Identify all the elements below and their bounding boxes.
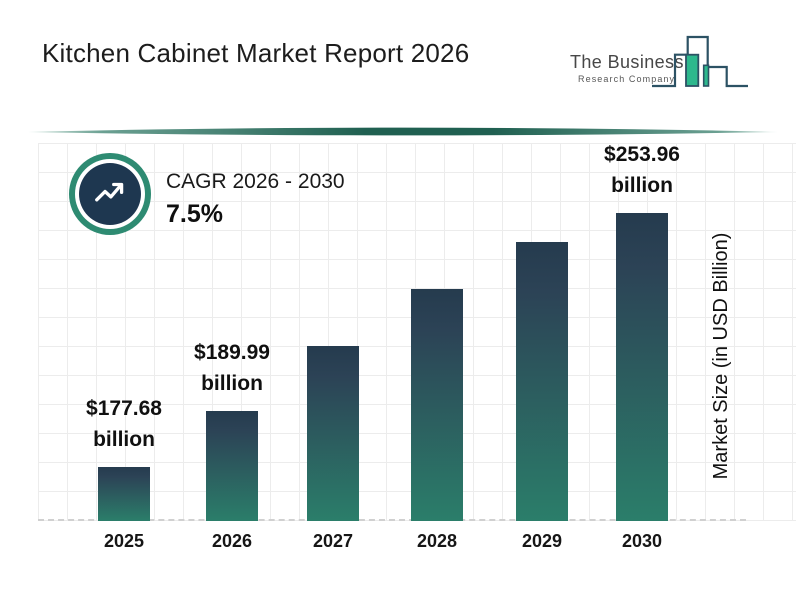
value-unit: billion xyxy=(611,174,673,197)
bar-2027 xyxy=(307,346,359,521)
x-axis-baseline xyxy=(38,519,746,521)
x-tick-2028: 2028 xyxy=(416,531,458,551)
value-unit: billion xyxy=(201,372,263,395)
bar-2025 xyxy=(98,467,150,521)
cagr-badge-circle xyxy=(79,163,141,225)
bar-2029 xyxy=(516,242,568,521)
value-label-2030: $253.96 billion xyxy=(567,139,717,201)
value-amount: $189.99 xyxy=(194,341,270,364)
value-amount: $253.96 xyxy=(604,143,680,166)
bar-2030 xyxy=(616,213,668,521)
bar-2028 xyxy=(411,289,463,521)
x-tick-2029: 2029 xyxy=(521,531,563,551)
x-tick-2025: 2025 xyxy=(103,531,145,551)
x-tick-2027: 2027 xyxy=(312,531,354,551)
divider-line xyxy=(28,127,778,136)
value-amount: $177.68 xyxy=(86,397,162,420)
value-label-2025: $177.68 billion xyxy=(49,393,199,455)
cagr-value: 7.5% xyxy=(166,200,223,228)
cagr-badge-ring xyxy=(75,159,145,229)
value-unit: billion xyxy=(93,428,155,451)
x-tick-2026: 2026 xyxy=(211,531,253,551)
trend-up-icon xyxy=(95,182,124,202)
company-logo: The Business Research Company xyxy=(560,10,760,102)
value-label-2026: $189.99 billion xyxy=(157,337,307,399)
y-axis-label: Market Size (in USD Billion) xyxy=(710,232,732,480)
logo-skyline-icon xyxy=(652,35,748,88)
page-title: Kitchen Cabinet Market Report 2026 xyxy=(42,38,470,68)
cagr-badge xyxy=(69,153,151,235)
logo-text-line1: The Business xyxy=(570,52,684,72)
cagr-label: CAGR 2026 - 2030 xyxy=(166,170,345,193)
bar-2026 xyxy=(206,411,258,521)
logo-text-line2: Research Company xyxy=(578,74,676,84)
x-tick-2030: 2030 xyxy=(621,531,663,551)
